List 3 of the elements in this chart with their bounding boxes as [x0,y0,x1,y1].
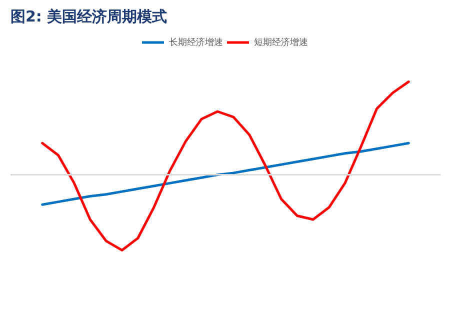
chart-title: 图2: 美国经济周期模式 [10,8,168,26]
legend-label: 长期经济增速 [169,36,223,48]
legend-label: 短期经济增速 [254,36,308,48]
